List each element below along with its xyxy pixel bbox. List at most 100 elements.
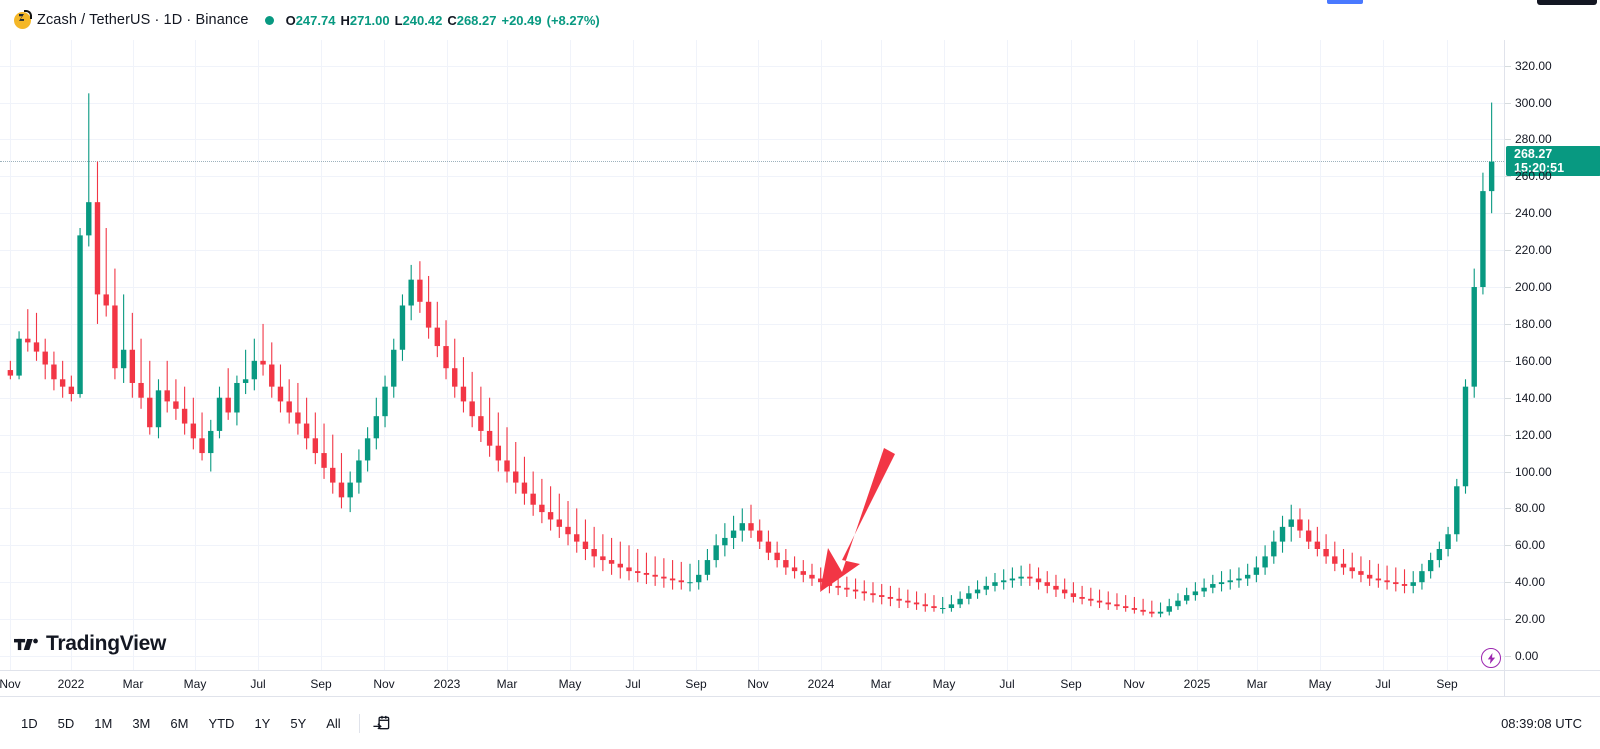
grid-line-horizontal — [0, 656, 1504, 657]
price-tick-label: 300.00 — [1515, 95, 1552, 110]
price-scale[interactable]: 268.27 15:20:51 0.00 20.00 40.00 60.00 80.00… — [1504, 0, 1600, 670]
grid-line-horizontal — [0, 582, 1504, 584]
clock-label: 08:39:08 UTC — [1501, 715, 1582, 731]
price-tick-mark — [1505, 582, 1511, 584]
price-tick-label: 80.00 — [1515, 501, 1546, 516]
watermark-label: TradingView — [46, 632, 167, 655]
grid-line-vertical — [758, 12, 759, 670]
grid-line-horizontal — [0, 471, 1504, 473]
grid — [0, 12, 1504, 670]
price-tick-mark — [1505, 176, 1511, 178]
grid-line-vertical — [1007, 12, 1008, 670]
series-color-dot — [264, 15, 274, 25]
grid-line-vertical — [696, 12, 697, 670]
grid-line-vertical — [384, 12, 385, 670]
time-tick-label: 2024 — [807, 677, 835, 691]
range-button-5d[interactable]: 5D — [49, 712, 84, 735]
price-tick-mark — [1505, 250, 1511, 252]
grid-line-vertical — [1320, 12, 1321, 670]
price-tick-mark — [1505, 360, 1511, 362]
grid-line-vertical — [258, 12, 259, 670]
price-tick-mark — [1505, 287, 1511, 289]
tradingview-watermark: TradingView — [14, 632, 166, 656]
range-button-1y[interactable]: 1Y — [245, 712, 279, 735]
grid-line-vertical — [633, 12, 634, 670]
calendar-goto-icon[interactable] — [369, 711, 395, 735]
grid-line-vertical — [71, 12, 72, 670]
zcash-logo-icon — [14, 9, 32, 29]
grid-line-vertical — [321, 12, 322, 670]
range-selector: 1D 5D 1M 3M 6M YTD 1Y 5Y All — [12, 712, 350, 735]
grid-line-vertical — [1447, 12, 1448, 670]
price-tick-mark — [1505, 545, 1511, 547]
time-tick-label: Nov — [373, 677, 395, 691]
grid-line-vertical — [1257, 12, 1258, 670]
last-price-time: 15:20:51 — [1514, 161, 1565, 176]
price-tick-label: 100.00 — [1515, 464, 1552, 479]
time-tick-label: Sep — [310, 677, 332, 691]
time-tick-label: Nov — [1123, 677, 1145, 691]
grid-line-horizontal — [0, 508, 1504, 510]
range-button-1d[interactable]: 1D — [12, 712, 47, 735]
tradingview-logo-icon — [14, 638, 38, 650]
time-tick-label: May — [183, 677, 207, 691]
time-tick-label: Mar — [870, 677, 892, 691]
time-tick-label: May — [558, 677, 582, 691]
grid-line-horizontal — [0, 102, 1504, 104]
range-button-1m[interactable]: 1M — [85, 712, 121, 735]
last-price-badge: 268.27 15:20:51 — [1506, 146, 1600, 177]
price-tick-mark — [1505, 656, 1511, 657]
price-tick-label: 20.00 — [1515, 612, 1546, 627]
close-label: C — [447, 12, 457, 28]
time-tick-label: Mar — [1246, 677, 1268, 691]
range-button-5y[interactable]: 5Y — [281, 712, 315, 735]
time-tick-label: Nov — [0, 677, 21, 691]
last-price-value: 268.27 — [1514, 147, 1553, 162]
range-button-6m[interactable]: 6M — [161, 712, 197, 735]
grid-line-vertical — [507, 12, 508, 670]
time-tick-label: Mar — [496, 677, 518, 691]
grid-line-horizontal — [0, 139, 1504, 141]
symbol-title[interactable]: Zcash / TetherUS · 1D · Binance — [37, 12, 249, 28]
lightning-bolt-icon[interactable] — [1481, 648, 1501, 668]
chart-legend-header: Zcash / TetherUS · 1D · Binance O247.74 H… — [0, 0, 1600, 40]
time-tick-label: Jul — [250, 677, 266, 691]
price-tick-label: 140.00 — [1515, 390, 1552, 405]
price-tick-mark — [1505, 323, 1511, 325]
open-value: 247.74 — [295, 12, 336, 28]
time-tick-label: Sep — [1436, 677, 1458, 691]
grid-line-horizontal — [0, 434, 1504, 436]
grid-line-vertical — [195, 12, 196, 670]
price-tick-label: 260.00 — [1515, 169, 1552, 184]
grid-line-vertical — [1383, 12, 1384, 670]
grid-line-vertical — [570, 12, 571, 670]
range-button-all[interactable]: All — [317, 712, 349, 735]
range-button-3m[interactable]: 3M — [123, 712, 159, 735]
top-cut-element — [1327, 0, 1363, 4]
time-tick-label: Jul — [1375, 677, 1391, 691]
price-tick-label: 60.00 — [1515, 538, 1546, 553]
time-tick-label: Mar — [122, 677, 144, 691]
high-label: H — [340, 12, 350, 28]
time-tick-label: Sep — [685, 677, 707, 691]
grid-line-vertical — [133, 12, 134, 670]
bottom-toolbar: 1D 5D 1M 3M 6M YTD 1Y 5Y All 08:39:08 UTC — [0, 696, 1600, 749]
time-scale[interactable]: Nov 2022 Mar May Jul Sep Nov 2023 Mar May Jul Sep No… — [0, 670, 1504, 696]
price-tick-mark — [1505, 434, 1511, 436]
grid-line-horizontal — [0, 65, 1504, 67]
range-button-ytd[interactable]: YTD — [199, 712, 243, 735]
price-tick-label: 120.00 — [1515, 427, 1552, 442]
high-value: 271.00 — [349, 12, 390, 28]
price-tick-mark — [1505, 65, 1511, 67]
grid-line-vertical — [447, 12, 448, 670]
change-value: +20.49 — [501, 12, 542, 28]
time-tick-label: Jul — [999, 677, 1015, 691]
price-tick-label: 220.00 — [1515, 243, 1552, 258]
change-percent: (+8.27%) — [546, 12, 600, 28]
grid-line-horizontal — [0, 213, 1504, 215]
price-tick-mark — [1505, 397, 1511, 399]
price-tick-mark — [1505, 102, 1511, 104]
chart-pane[interactable] — [0, 12, 1504, 670]
grid-line-horizontal — [0, 397, 1504, 399]
